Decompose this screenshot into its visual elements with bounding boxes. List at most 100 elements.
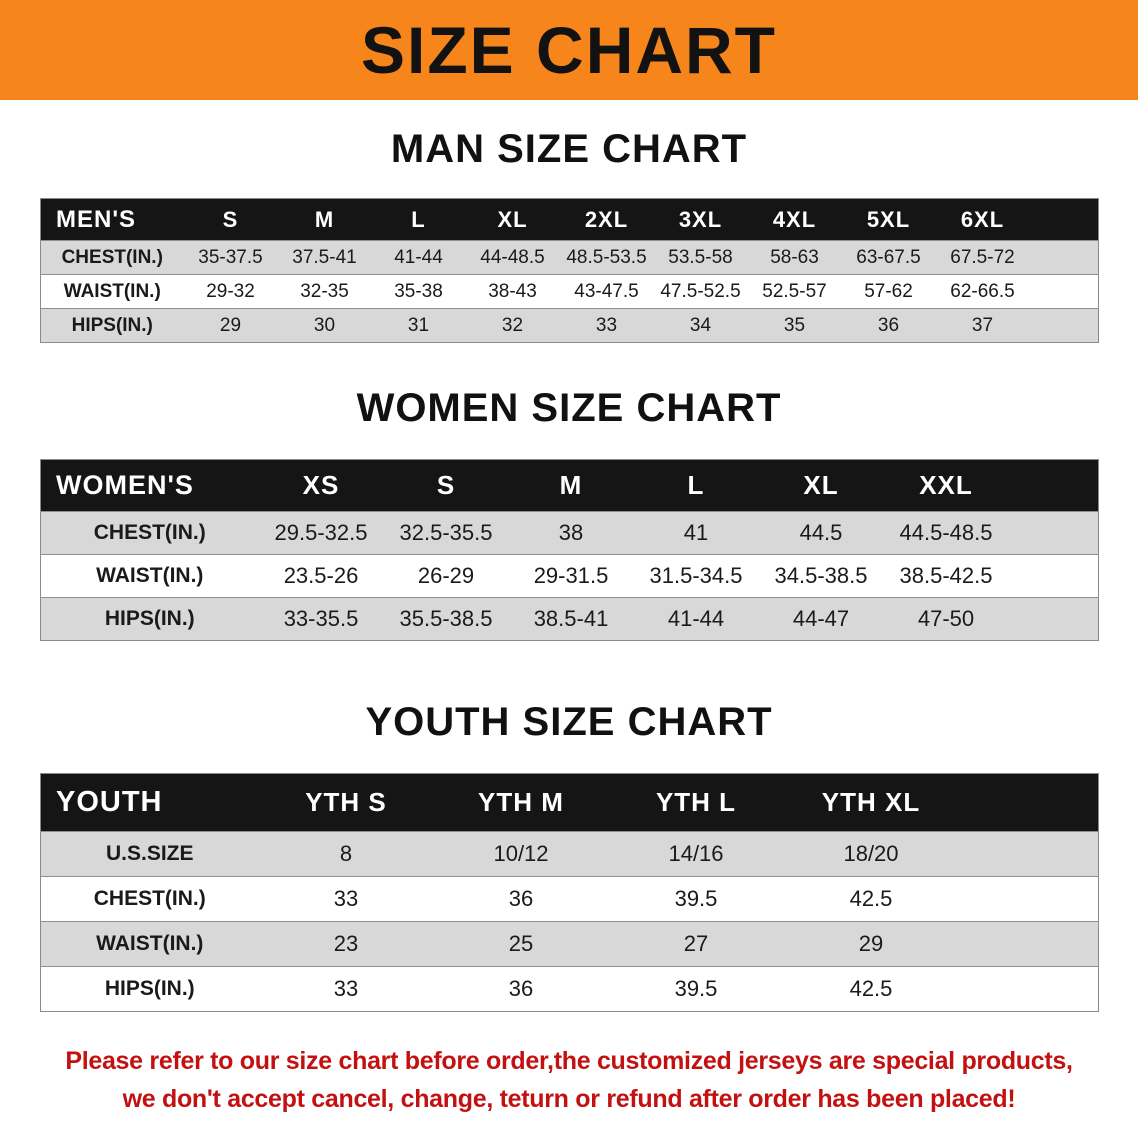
- size-column-header: XS: [302, 470, 340, 500]
- table-row: HIPS(IN.) 33-35.5 35.5-38.5 38.5-41 41-44 44-…: [40, 597, 1099, 641]
- size-value: 34: [689, 314, 712, 336]
- size-value: 47-50: [917, 606, 975, 631]
- size-value: 48.5-53.5: [566, 246, 647, 268]
- youth-section-heading: YOUTH SIZE CHART: [365, 700, 773, 744]
- size-value: 37.5-41: [292, 246, 357, 268]
- filler-cell: [959, 774, 1099, 832]
- youth-table-header: YOUTH YTH S YTH M YTH L YTH XL: [40, 773, 1099, 832]
- measurement-label: HIPS(IN.): [71, 314, 153, 336]
- size-value: 29-32: [206, 280, 255, 302]
- table-row: WAIST(IN.) 23 25 27 29: [40, 921, 1099, 967]
- filler-cell: [1009, 512, 1099, 555]
- filler-cell: [1009, 460, 1099, 512]
- size-column-header: YTH XL: [821, 787, 921, 817]
- table-row: HIPS(IN.) 33 36 39.5 42.5: [40, 966, 1099, 1012]
- size-value: 32: [501, 314, 524, 336]
- size-value: 33: [595, 314, 618, 336]
- youth-size-table: YOUTH YTH S YTH M YTH L YTH XL U.S.SIZE 8 10/1…: [40, 773, 1099, 1012]
- size-value: 31.5-34.5: [649, 563, 743, 588]
- size-column-header: 4XL: [772, 206, 817, 232]
- measurement-label: CHEST(IN.): [93, 887, 206, 910]
- size-value: 8: [339, 841, 353, 866]
- size-column-header: YTH S: [305, 787, 387, 817]
- size-column-header: XL: [803, 470, 839, 500]
- size-value: 38: [558, 520, 584, 545]
- size-value: 14/16: [668, 841, 724, 866]
- women-size-table: WOMEN'S XS S M L XL XXL CHEST(IN.) 29.5-32.5 32.…: [40, 459, 1099, 641]
- women-table-header: WOMEN'S XS S M L XL XXL: [40, 459, 1099, 512]
- size-value: 34.5-38.5: [774, 563, 868, 588]
- disclaimer-line-2: we don't accept cancel, change, teturn o…: [122, 1085, 1016, 1113]
- size-value: 38.5-42.5: [899, 563, 993, 588]
- size-column-header: S: [222, 206, 239, 232]
- size-column-header: 6XL: [960, 206, 1005, 232]
- size-value: 53.5-58: [668, 246, 733, 268]
- size-value: 38-43: [488, 280, 537, 302]
- size-value: 30: [313, 314, 336, 336]
- size-column-header: L: [411, 206, 426, 232]
- size-column-header: 2XL: [584, 206, 629, 232]
- measurement-label: HIPS(IN.): [104, 607, 195, 630]
- measurement-label: WAIST(IN.): [96, 932, 204, 955]
- size-value: 38.5-41: [533, 606, 609, 631]
- size-column-header: XL: [497, 206, 528, 232]
- measurement-label: CHEST(IN.): [61, 246, 163, 268]
- table-row: HIPS(IN.) 29 30 31 32 33 34 35 36 37: [40, 308, 1099, 343]
- size-value: 23: [333, 931, 359, 956]
- disclaimer-line-1: Please refer to our size chart before or…: [65, 1047, 1073, 1075]
- size-value: 39.5: [674, 976, 718, 1001]
- measurement-label: WAIST(IN.): [63, 280, 161, 302]
- filler-cell: [959, 877, 1099, 922]
- filler-cell: [1030, 309, 1099, 343]
- size-column-header: 3XL: [678, 206, 723, 232]
- men-table-header: MEN'S S M L XL 2XL 3XL 4XL 5XL 6XL: [40, 198, 1099, 241]
- women-section-heading: WOMEN SIZE CHART: [356, 386, 782, 430]
- size-value: 35-37.5: [198, 246, 263, 268]
- size-value: 43-47.5: [574, 280, 639, 302]
- size-value: 44-47: [792, 606, 850, 631]
- size-value: 26-29: [417, 563, 475, 588]
- size-value: 41-44: [394, 246, 443, 268]
- women-table-body: CHEST(IN.) 29.5-32.5 32.5-35.5 38 41 44.5 44.5…: [40, 511, 1099, 641]
- size-value: 10/12: [493, 841, 549, 866]
- size-value: 47.5-52.5: [660, 280, 741, 302]
- size-value: 32-35: [300, 280, 349, 302]
- size-value: 35-38: [394, 280, 443, 302]
- size-value: 39.5: [674, 886, 718, 911]
- size-column-header: M: [314, 206, 335, 232]
- size-value: 27: [683, 931, 709, 956]
- measurement-label: HIPS(IN.): [104, 977, 195, 1000]
- size-value: 36: [877, 314, 900, 336]
- size-value: 41-44: [667, 606, 725, 631]
- size-value: 41: [683, 520, 709, 545]
- banner: SIZE CHART: [0, 0, 1138, 100]
- men-size-section: MAN SIZE CHART MEN'S S M L XL 2XL 3XL 4XL 5XL 6XL…: [0, 126, 1138, 343]
- size-value: 44.5-48.5: [899, 520, 993, 545]
- size-column-header: 5XL: [866, 206, 911, 232]
- size-value: 31: [407, 314, 430, 336]
- size-value: 35: [783, 314, 806, 336]
- youth-table-body: U.S.SIZE 8 10/12 14/16 18/20 CHEST(IN.) 33 36 39…: [40, 831, 1099, 1012]
- size-value: 62-66.5: [950, 280, 1015, 302]
- size-column-header: YTH M: [478, 787, 564, 817]
- table-title-cell: MEN'S: [56, 205, 137, 233]
- size-value: 29: [219, 314, 242, 336]
- size-value: 33-35.5: [283, 606, 359, 631]
- header-row: YOUTH YTH S YTH M YTH L YTH XL: [40, 773, 1099, 832]
- size-value: 35.5-38.5: [399, 606, 493, 631]
- women-size-section: WOMEN SIZE CHART WOMEN'S XS S M L XL XXL CHEST…: [0, 385, 1138, 641]
- size-value: 42.5: [849, 886, 893, 911]
- table-row: U.S.SIZE 8 10/12 14/16 18/20: [40, 831, 1099, 877]
- table-row: CHEST(IN.) 35-37.5 37.5-41 41-44 44-48.5 48.5…: [40, 240, 1099, 275]
- size-value: 52.5-57: [762, 280, 827, 302]
- size-value: 23.5-26: [283, 563, 359, 588]
- table-title-cell: WOMEN'S: [56, 470, 194, 500]
- men-size-table: MEN'S S M L XL 2XL 3XL 4XL 5XL 6XL CHEST(IN.) 35-3…: [40, 198, 1099, 343]
- size-value: 44.5: [799, 520, 843, 545]
- table-row: WAIST(IN.) 29-32 32-35 35-38 38-43 43-47.5 47.…: [40, 274, 1099, 309]
- table-row: WAIST(IN.) 23.5-26 26-29 29-31.5 31.5-34.5 34…: [40, 554, 1099, 598]
- size-value: 44-48.5: [480, 246, 545, 268]
- size-value: 25: [508, 931, 534, 956]
- table-title-cell: YOUTH: [56, 786, 163, 818]
